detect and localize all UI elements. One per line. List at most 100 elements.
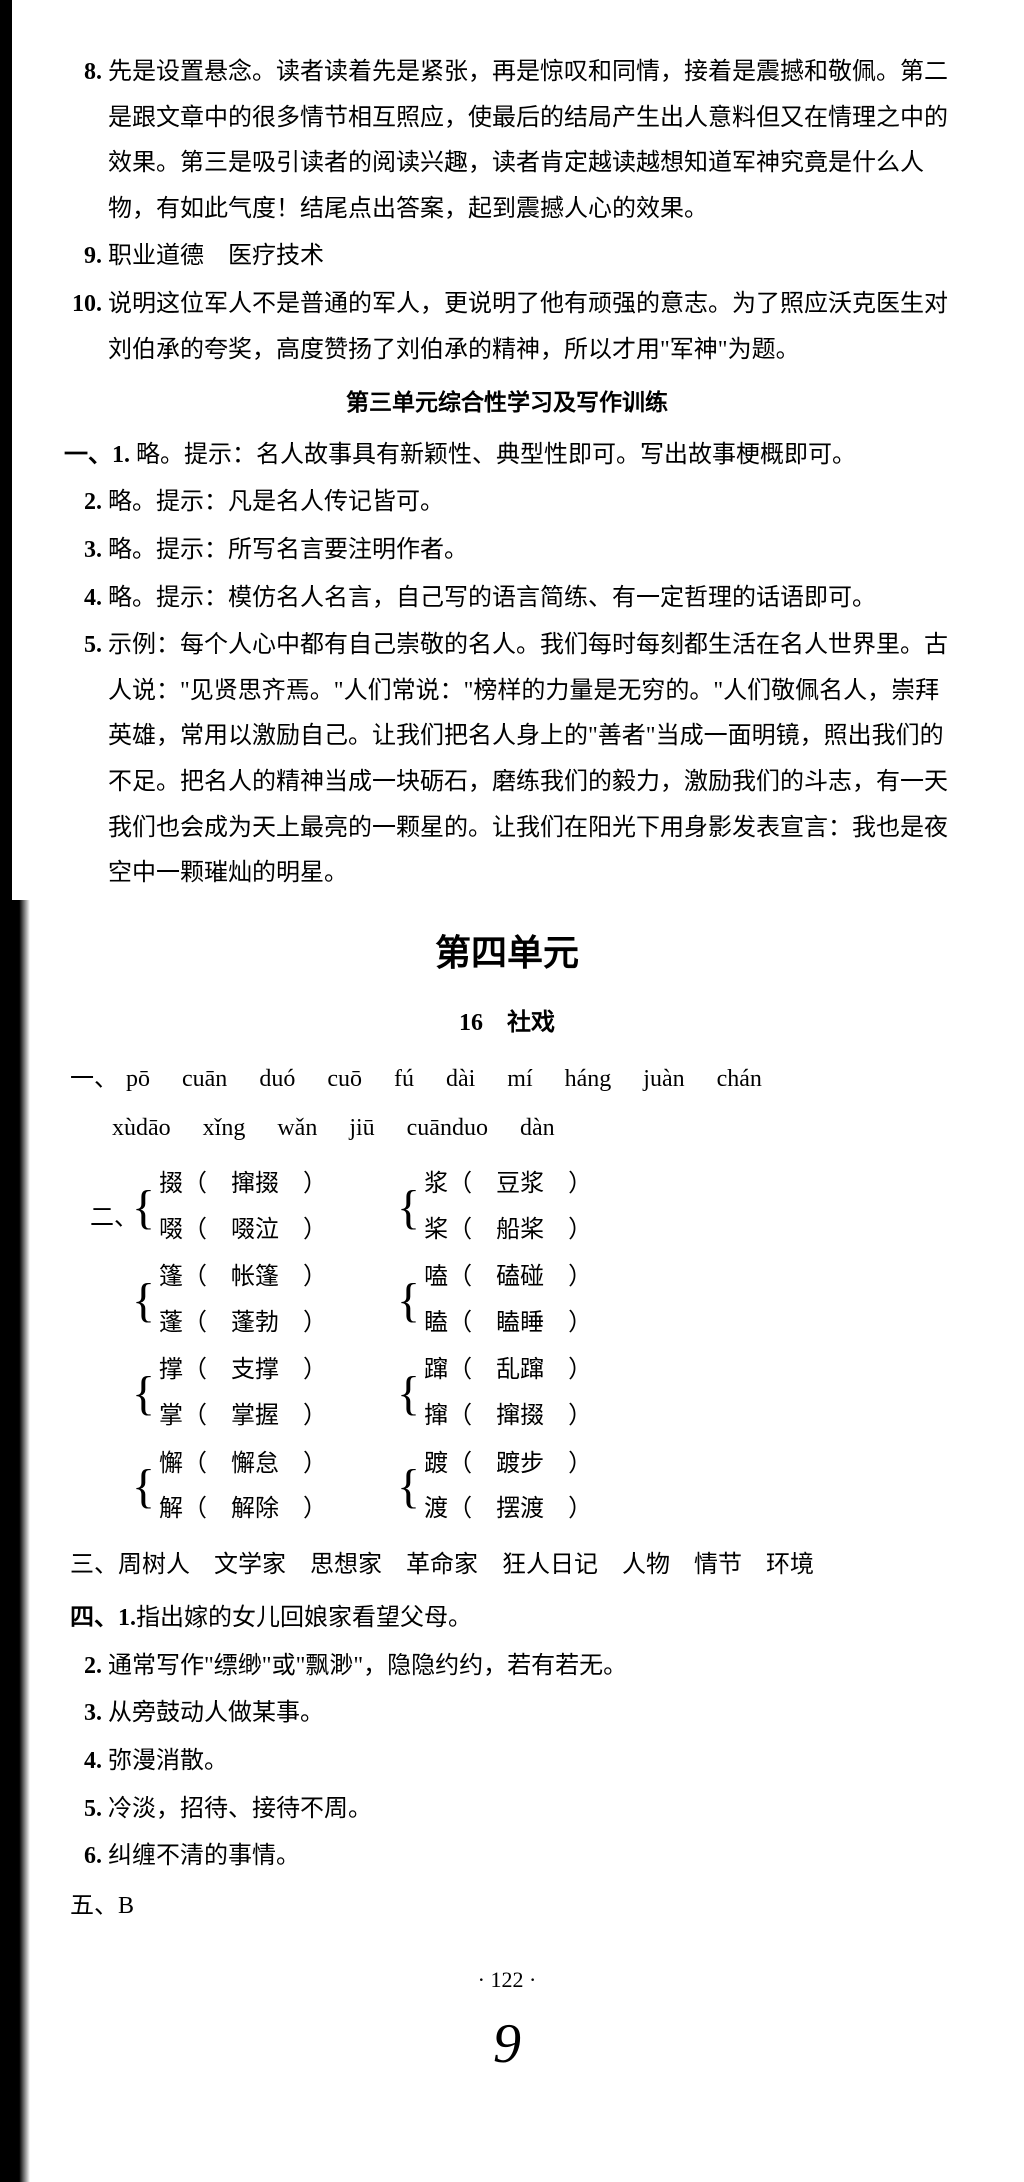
char-bottom: 桨（ 船桨 ） xyxy=(424,1208,592,1254)
pinyin-item: chán xyxy=(717,1066,762,1092)
item-number: 10. xyxy=(60,282,108,373)
item-number: 4. xyxy=(60,1739,108,1785)
section-three: 三、周树人 文学家 思想家 革命家 狂人日记 人物 情节 环境 xyxy=(60,1543,954,1589)
pinyin-item: dài xyxy=(446,1066,475,1092)
char-pair-row: {篷（ 帐篷 ）蓬（ 蓬勃 ）{嗑（ 磕碰 ）瞌（ 瞌睡 ） xyxy=(132,1255,954,1346)
brace-icon: { xyxy=(397,1370,420,1418)
section-three-text: 周树人 文学家 思想家 革命家 狂人日记 人物 情节 环境 xyxy=(118,1552,814,1578)
answer-item: 四、1.指出嫁的女儿回娘家看望父母。 xyxy=(60,1596,954,1642)
answer-item: 3.略。提示：所写名言要注明作者。 xyxy=(60,528,954,574)
pinyin-item: mí xyxy=(507,1066,532,1092)
char-top: 懈（ 懈怠 ） xyxy=(159,1442,327,1488)
char-top: 蹿（ 乱蹿 ） xyxy=(424,1348,592,1394)
section-one-answers: 一、1.略。提示：名人故事具有新颖性、典型性即可。写出故事梗概即可。2.略。提示… xyxy=(60,433,954,897)
item-text: 从旁鼓动人做某事。 xyxy=(108,1691,954,1737)
brace-icon: { xyxy=(132,1463,155,1511)
char-bottom: 渡（ 摆渡 ） xyxy=(424,1487,592,1533)
answer-item: 3.从旁鼓动人做某事。 xyxy=(60,1691,954,1737)
item-text: 冷淡，招待、接待不周。 xyxy=(108,1787,954,1833)
char-bottom: 撺（ 撺掇 ） xyxy=(424,1394,592,1440)
char-bottom: 蓬（ 蓬勃 ） xyxy=(159,1301,327,1347)
char-top: 浆（ 豆浆 ） xyxy=(424,1162,592,1208)
char-top: 嗑（ 磕碰 ） xyxy=(424,1255,592,1301)
brace-icon: { xyxy=(132,1277,155,1325)
handwritten-page-number: 9 xyxy=(60,1991,954,2097)
pinyin-item: pō xyxy=(126,1066,150,1092)
pinyin-row-2: xùdāo xǐng wǎn jiū cuānduo dàn xyxy=(60,1106,954,1152)
section-one-label: 一、 xyxy=(70,1057,118,1103)
pinyin-item: cuān xyxy=(182,1066,227,1092)
pinyin-item: fú xyxy=(394,1066,414,1092)
answer-item: 10.说明这位军人不是普通的军人，更说明了他有顽强的意志。为了照应沃克医生对刘伯… xyxy=(60,282,954,373)
item-number: 6. xyxy=(60,1834,108,1880)
brace-icon: { xyxy=(397,1463,420,1511)
pinyin-item: juàn xyxy=(643,1066,684,1092)
answer-item: 8.先是设置悬念。读者读着先是紧张，再是惊叹和同情，接着是震撼和敬佩。第二是跟文… xyxy=(60,50,954,232)
pinyin-item: xǐng xyxy=(203,1115,246,1141)
lesson-title: 16 社戏 xyxy=(60,1001,954,1047)
item-number: 3. xyxy=(60,528,108,574)
char-pair-row: {懈（ 懈怠 ）解（ 解除 ）{踱（ 踱步 ）渡（ 摆渡 ） xyxy=(132,1442,954,1533)
section-subtitle: 第三单元综合性学习及写作训练 xyxy=(60,381,954,425)
item-text: 说明这位军人不是普通的军人，更说明了他有顽强的意志。为了照应沃克医生对刘伯承的夸… xyxy=(108,282,954,373)
section-three-label: 三、 xyxy=(70,1552,118,1578)
item-number: 8. xyxy=(60,50,108,232)
char-pair-row: 二、{掇（ 撺掇 ）啜（ 啜泣 ）{浆（ 豆浆 ）桨（ 船桨 ） xyxy=(132,1162,954,1253)
brace-icon: { xyxy=(397,1184,420,1232)
item-text: 纠缠不清的事情。 xyxy=(108,1834,954,1880)
char-bottom: 掌（ 掌握 ） xyxy=(159,1394,327,1440)
item-text: 略。提示：模仿名人名言，自己写的语言简练、有一定哲理的话语即可。 xyxy=(108,576,954,622)
item-text: 职业道德 医疗技术 xyxy=(108,234,954,280)
answer-item: 6.纠缠不清的事情。 xyxy=(60,1834,954,1880)
pinyin-item: wǎn xyxy=(277,1115,317,1141)
char-top: 掇（ 撺掇 ） xyxy=(159,1162,327,1208)
pinyin-item: cuānduo xyxy=(407,1115,488,1141)
answer-item: 2.略。提示：凡是名人传记皆可。 xyxy=(60,480,954,526)
answer-item: 一、1.略。提示：名人故事具有新颖性、典型性即可。写出故事梗概即可。 xyxy=(60,433,954,479)
pinyin-item: jiū xyxy=(349,1115,374,1141)
item-number: 9. xyxy=(60,234,108,280)
item-text: 略。提示：名人故事具有新颖性、典型性即可。写出故事梗概即可。 xyxy=(136,433,954,479)
unit-title: 第四单元 xyxy=(60,919,954,987)
answer-item: 5.示例：每个人心中都有自己崇敬的名人。我们每时每刻都生活在名人世界里。古人说：… xyxy=(60,623,954,897)
answer-item: 2.通常写作"缥缈"或"飘渺"，隐隐约约，若有若无。 xyxy=(60,1644,954,1690)
answer-item: 9.职业道德 医疗技术 xyxy=(60,234,954,280)
pinyin-item: xùdāo xyxy=(112,1115,171,1141)
section-five: 五、B xyxy=(60,1884,954,1930)
char-bottom: 瞌（ 瞌睡 ） xyxy=(424,1301,592,1347)
item-number: 4. xyxy=(60,576,108,622)
pinyin-row-1: 一、 pō cuān duó cuō fú dài mí háng juàn chán xyxy=(60,1057,954,1103)
pinyin-item: cuō xyxy=(327,1066,362,1092)
pinyin-item: háng xyxy=(565,1066,612,1092)
char-bottom: 解（ 解除 ） xyxy=(159,1487,327,1533)
item-number: 5. xyxy=(60,1787,108,1833)
answer-item: 5.冷淡，招待、接待不周。 xyxy=(60,1787,954,1833)
page-content: 8.先是设置悬念。读者读着先是紧张，再是惊叹和同情，接着是震撼和敬佩。第二是跟文… xyxy=(60,50,954,2098)
char-pair-row: {撑（ 支撑 ）掌（ 掌握 ）{蹿（ 乱蹿 ）撺（ 撺掇 ） xyxy=(132,1348,954,1439)
item-number: 2. xyxy=(60,480,108,526)
section-two-label: 二、 xyxy=(90,1196,138,1242)
char-bottom: 啜（ 啜泣 ） xyxy=(159,1208,327,1254)
brace-icon: { xyxy=(397,1277,420,1325)
character-pairs-section: 二、{掇（ 撺掇 ）啜（ 啜泣 ）{浆（ 豆浆 ）桨（ 船桨 ）{篷（ 帐篷 ）… xyxy=(60,1162,954,1533)
item-number: 2. xyxy=(60,1644,108,1690)
item-text: 指出嫁的女儿回娘家看望父母。 xyxy=(136,1596,954,1642)
char-top: 踱（ 踱步 ） xyxy=(424,1442,592,1488)
item-text: 略。提示：所写名言要注明作者。 xyxy=(108,528,954,574)
item-text: 先是设置悬念。读者读着先是紧张，再是惊叹和同情，接着是震撼和敬佩。第二是跟文章中… xyxy=(108,50,954,232)
section-four: 四、1.指出嫁的女儿回娘家看望父母。2.通常写作"缥缈"或"飘渺"，隐隐约约，若… xyxy=(60,1596,954,1880)
item-text: 略。提示：凡是名人传记皆可。 xyxy=(108,480,954,526)
item-number: 5. xyxy=(60,623,108,897)
scan-edge-artifact xyxy=(0,0,12,2182)
scan-edge-artifact-2 xyxy=(12,900,30,2182)
answer-item: 4.略。提示：模仿名人名言，自己写的语言简练、有一定哲理的话语即可。 xyxy=(60,576,954,622)
answers-block-top: 8.先是设置悬念。读者读着先是紧张，再是惊叹和同情，接着是震撼和敬佩。第二是跟文… xyxy=(60,50,954,373)
item-number: 一、1. xyxy=(60,433,136,479)
item-text: 通常写作"缥缈"或"飘渺"，隐隐约约，若有若无。 xyxy=(108,1644,954,1690)
item-text: 示例：每个人心中都有自己崇敬的名人。我们每时每刻都生活在名人世界里。古人说："见… xyxy=(108,623,954,897)
answer-item: 4.弥漫消散。 xyxy=(60,1739,954,1785)
pinyin-item: dàn xyxy=(520,1115,555,1141)
brace-icon: { xyxy=(132,1370,155,1418)
char-top: 撑（ 支撑 ） xyxy=(159,1348,327,1394)
pinyin-item: duó xyxy=(259,1066,295,1092)
